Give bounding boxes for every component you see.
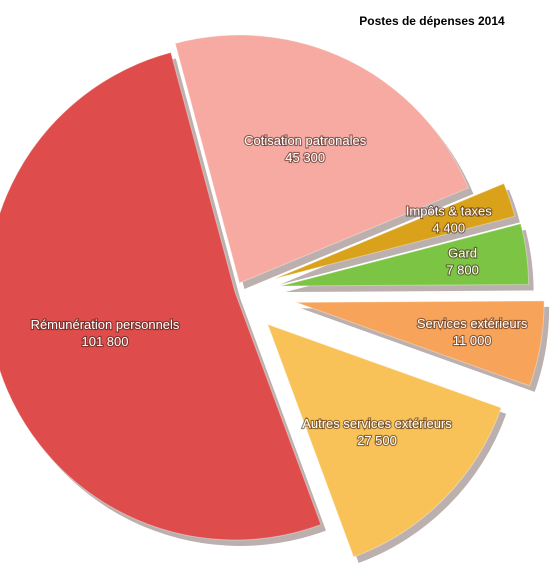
- slice-value-label: 4 400: [433, 221, 466, 236]
- slice-label: Services extérieurs: [417, 316, 528, 331]
- slice-label: Impôts & taxes: [406, 204, 492, 219]
- slice: [174, 34, 470, 284]
- slice-value-label: 7 800: [446, 263, 479, 278]
- chart-title: Postes de dépenses 2014: [359, 14, 505, 28]
- slice-label: Cotisation patronales: [244, 133, 367, 148]
- slice-value-label: 11 000: [453, 333, 492, 348]
- slice-value-label: 45 300: [285, 150, 325, 165]
- slice-label: Rémunération personnels: [31, 317, 180, 332]
- slice: [0, 51, 322, 541]
- slice: [280, 223, 530, 287]
- slice-value-label: 27 500: [357, 433, 397, 448]
- slice-value-label: 101 800: [82, 334, 129, 349]
- slice-label: Gard: [448, 246, 477, 261]
- slice: [274, 182, 516, 280]
- slice: [266, 323, 502, 558]
- slice: [295, 300, 545, 387]
- slice-label: Autres services extérieurs: [302, 416, 452, 431]
